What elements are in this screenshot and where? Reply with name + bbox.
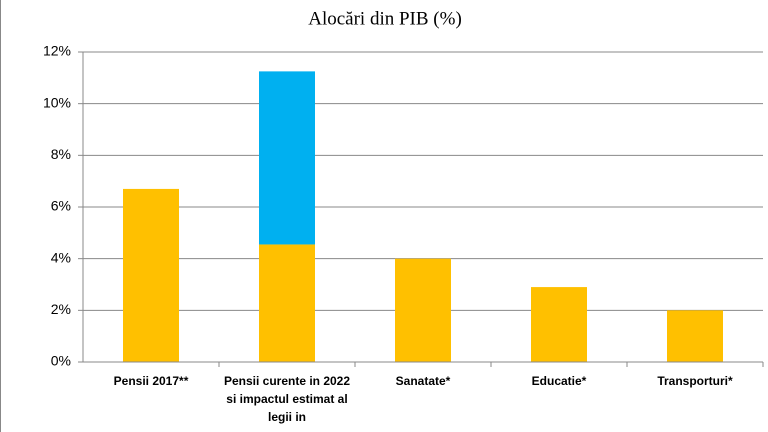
y-tick-label: 4%	[51, 249, 71, 265]
y-tick-label: 12%	[43, 43, 71, 59]
x-tick-label: Sanatate*	[395, 374, 451, 388]
bar-segment	[123, 188, 179, 362]
bar-segment	[667, 310, 723, 362]
bar-segment	[395, 258, 451, 362]
bar-segment	[259, 71, 315, 245]
y-tick-label: 2%	[51, 301, 71, 317]
x-tick-label: Transporturi*	[657, 374, 733, 388]
y-tick-label: 8%	[51, 146, 71, 162]
chart-title: Alocări din PIB (%)	[308, 8, 462, 29]
y-tick-label: 0%	[51, 353, 71, 369]
y-tick-label: 10%	[43, 94, 71, 110]
x-tick-label: Pensii 2017**	[113, 374, 189, 388]
x-tick-label: Educatie*	[531, 374, 587, 388]
bar-segment	[259, 244, 315, 362]
x-tick-label: Pensii curente in 2022 si impactul estim…	[223, 374, 351, 424]
bar-segment	[531, 287, 587, 362]
y-tick-label: 6%	[51, 198, 71, 214]
